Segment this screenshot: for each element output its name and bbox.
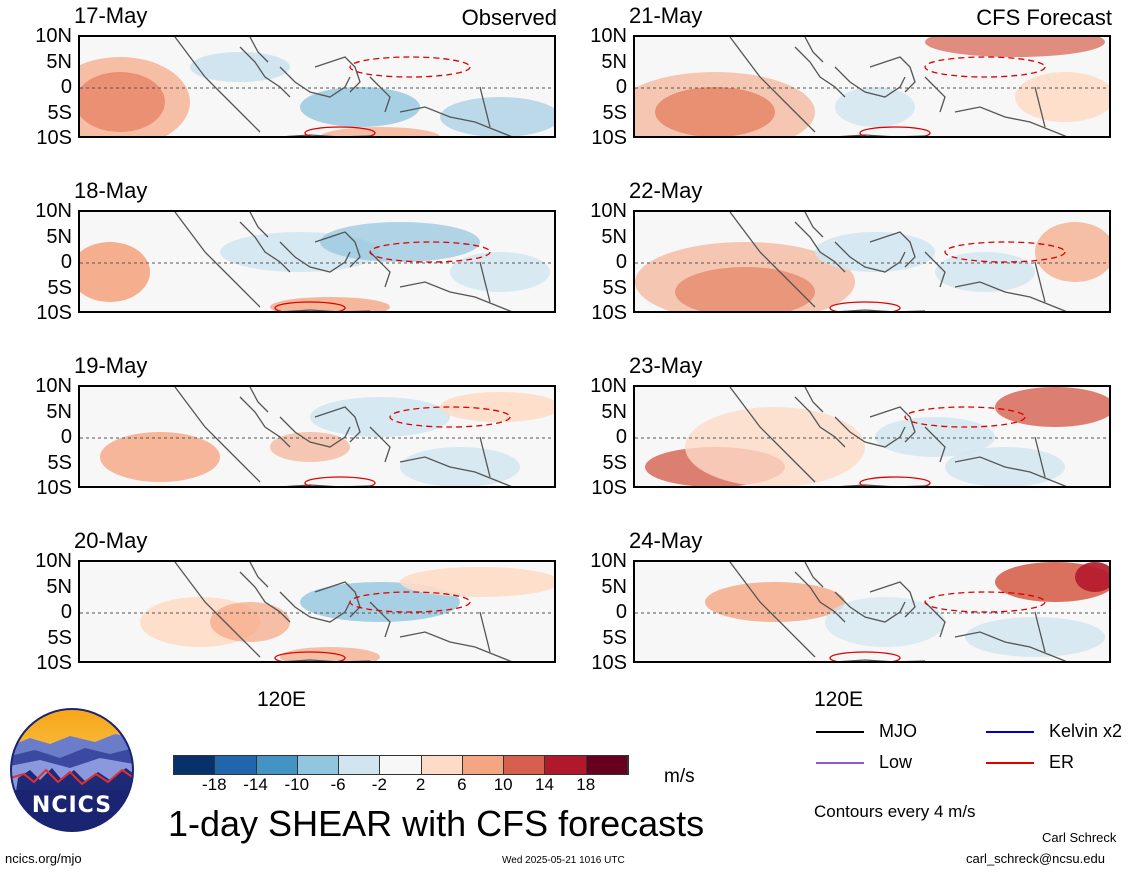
colorbar-swatch — [215, 756, 257, 774]
panel-date: 18-May — [74, 178, 148, 203]
colorbar-tick-label: -6 — [330, 775, 346, 794]
latitude-label: 10N — [590, 375, 627, 397]
colorbar-swatch — [545, 756, 587, 774]
legend-line — [986, 731, 1034, 733]
latitude-label: 5S — [602, 451, 627, 474]
latitude-label: 5N — [46, 400, 72, 423]
latitude-label: 5N — [601, 400, 627, 423]
footer-url: ncics.org/mjo — [5, 851, 82, 866]
colorbar — [173, 755, 629, 775]
latitude-label: 0 — [615, 76, 627, 98]
colorbar-swatch — [586, 756, 628, 774]
latitude-label: 5N — [46, 50, 72, 73]
footer-author: Carl Schreck — [1042, 830, 1117, 845]
colorbar-swatch — [339, 756, 381, 774]
legend-label: Low — [879, 752, 913, 772]
longitude-label-forecast: 120E — [814, 688, 864, 711]
panel-date: 19-May — [74, 353, 148, 378]
colorbar-swatch — [256, 756, 298, 774]
shear-map-panel — [78, 210, 556, 313]
panel-date: 20-May — [74, 528, 148, 553]
footer-email: carl_schreck@ncsu.edu — [966, 851, 1105, 866]
legend-label: ER — [1049, 752, 1075, 772]
latitude-label: 10N — [35, 375, 72, 397]
colorbar-swatch — [462, 756, 505, 774]
latitude-label: 10N — [590, 25, 627, 47]
latitude-label: 5S — [602, 101, 627, 124]
latitude-label: 10S — [36, 302, 72, 324]
latitude-label: 10S — [591, 302, 627, 324]
colorbar-swatch — [174, 756, 216, 774]
shear-map-panel — [633, 385, 1111, 488]
latitude-label: 10N — [35, 200, 72, 222]
shear-map-panel — [78, 385, 556, 488]
colorbar-tick-label: -14 — [243, 775, 268, 794]
legend-line — [816, 762, 864, 764]
colorbar-tick-label: 2 — [415, 775, 426, 794]
panel-date: 21-May — [629, 3, 703, 28]
latitude-label: 10N — [35, 25, 72, 47]
colorbar-unit: m/s — [664, 766, 695, 787]
legend-label: Kelvin x2 — [1049, 721, 1123, 741]
contour-note: Contours every 4 m/s — [814, 802, 976, 821]
latitude-label: 10S — [36, 127, 72, 149]
latitude-label: 5S — [602, 276, 627, 299]
ncics-logo: NCICS — [10, 708, 134, 832]
panel-source-label: CFS Forecast — [976, 5, 1112, 30]
colorbar-tick-label: 18 — [576, 775, 596, 794]
colorbar-swatch — [380, 756, 422, 774]
latitude-label: 10S — [36, 477, 72, 499]
latitude-label: 10S — [591, 652, 627, 674]
colorbar-tick-label: -2 — [371, 775, 387, 794]
latitude-label: 5S — [47, 626, 72, 649]
legend-line — [986, 762, 1034, 764]
shear-map-panel — [78, 560, 556, 663]
colorbar-tick-label: 10 — [493, 775, 513, 794]
panel-date: 24-May — [629, 528, 703, 553]
latitude-label: 5N — [46, 575, 72, 598]
colorbar-swatch — [421, 756, 463, 774]
latitude-label: 10S — [591, 127, 627, 149]
colorbar-tick-label: -10 — [284, 775, 310, 794]
colorbar-swatch — [297, 756, 340, 774]
latitude-label: 10S — [36, 652, 72, 674]
panel-source-label: Observed — [461, 5, 557, 30]
colorbar-tick-label: -18 — [201, 775, 227, 794]
panel-date: 22-May — [629, 178, 703, 203]
panel-date: 17-May — [74, 3, 148, 28]
latitude-label: 0 — [615, 251, 627, 273]
panel-date: 23-May — [629, 353, 703, 378]
colorbar-tick-label: 6 — [457, 775, 467, 794]
legend-line — [816, 731, 864, 733]
latitude-label: 5S — [47, 276, 72, 299]
latitude-label: 0 — [60, 601, 72, 623]
latitude-label: 0 — [60, 76, 72, 98]
shear-map-panel — [633, 35, 1111, 138]
latitude-label: 5N — [601, 50, 627, 73]
latitude-label: 10N — [590, 200, 627, 222]
colorbar-tick-label: 14 — [534, 775, 554, 794]
legend-label: MJO — [879, 721, 917, 741]
latitude-label: 0 — [60, 426, 72, 448]
longitude-label-observed: 120E — [257, 688, 307, 711]
footer-timestamp: Wed 2025-05-21 1016 UTC — [502, 855, 625, 866]
shear-map-panel — [78, 35, 556, 138]
latitude-label: 5S — [602, 626, 627, 649]
logo-text: NCICS — [32, 793, 112, 818]
latitude-label: 0 — [615, 426, 627, 448]
latitude-label: 10S — [591, 477, 627, 499]
latitude-label: 10N — [590, 550, 627, 572]
shear-map-panel — [633, 210, 1111, 313]
shear-map-panel — [633, 560, 1111, 663]
latitude-label: 5S — [47, 101, 72, 124]
figure-title: 1-day SHEAR with CFS forecasts — [168, 803, 705, 844]
colorbar-swatch — [504, 756, 546, 774]
latitude-label: 0 — [615, 601, 627, 623]
latitude-label: 5N — [46, 225, 72, 248]
latitude-label: 0 — [60, 251, 72, 273]
latitude-label: 5S — [47, 451, 72, 474]
latitude-label: 10N — [35, 550, 72, 572]
latitude-label: 5N — [601, 575, 627, 598]
latitude-label: 5N — [601, 225, 627, 248]
